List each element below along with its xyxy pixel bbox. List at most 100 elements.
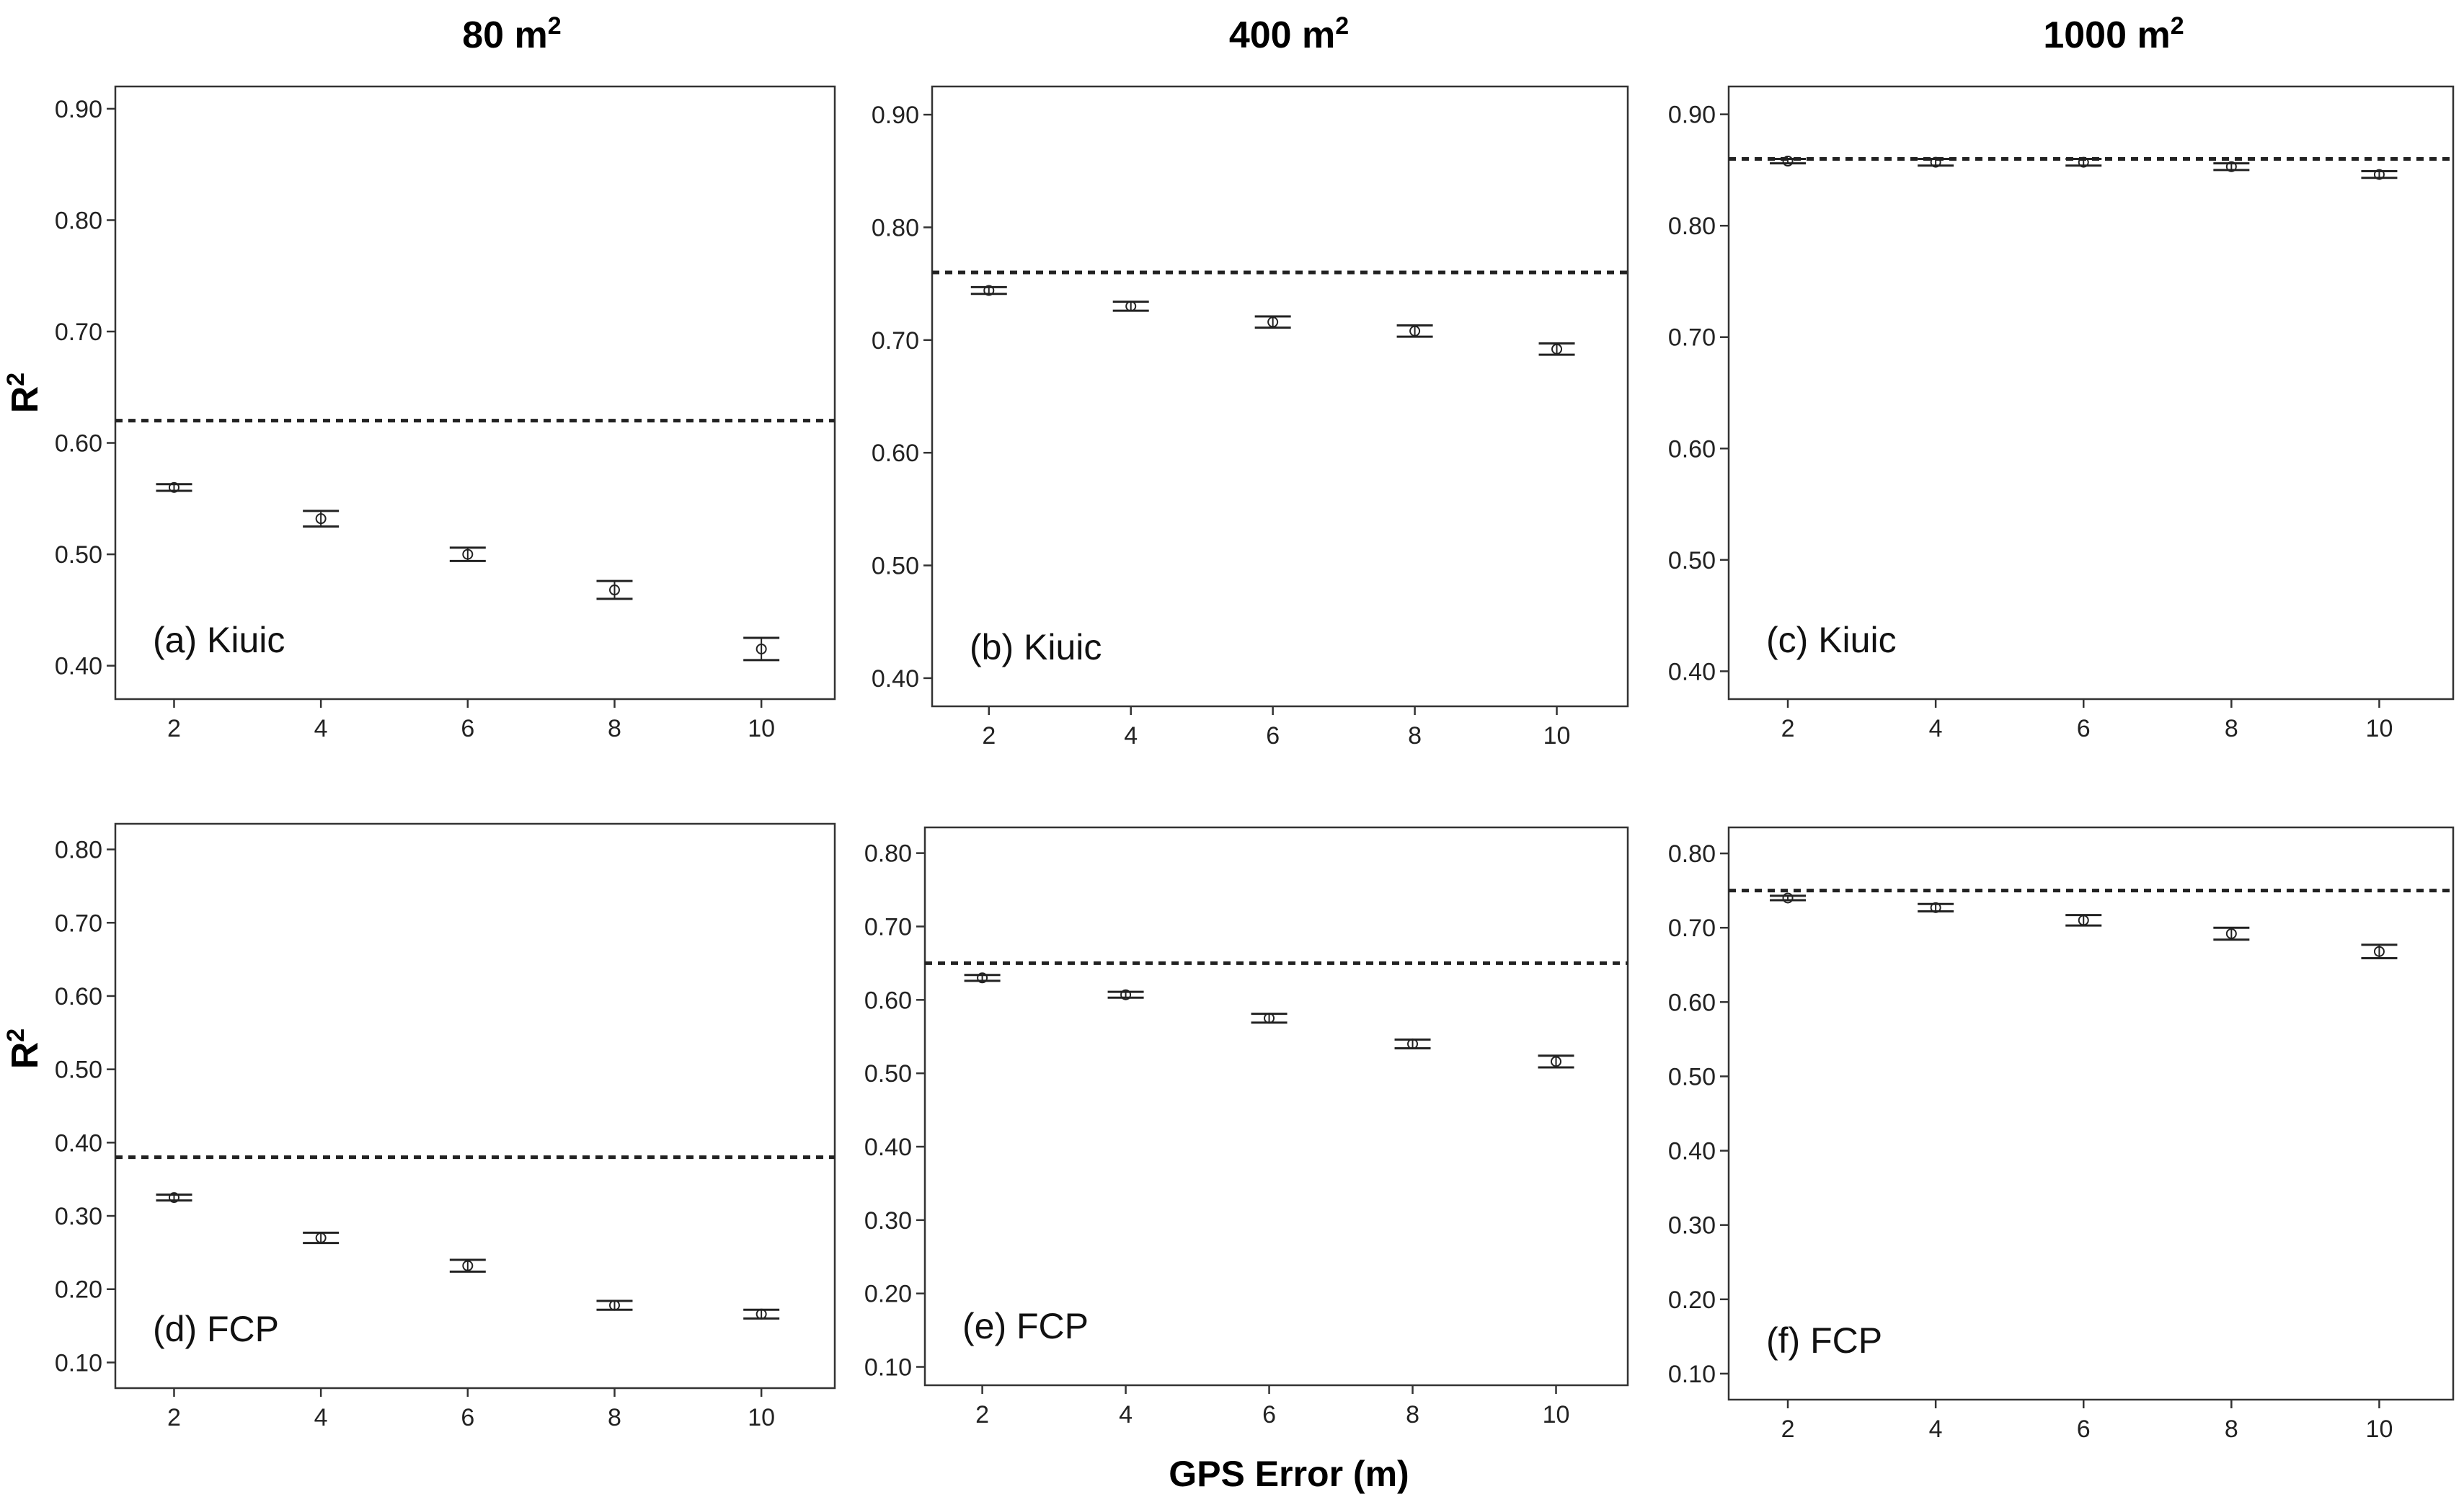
y-tick-label: 0.60 bbox=[55, 983, 102, 1010]
data-point bbox=[983, 285, 995, 296]
plot-frame bbox=[923, 826, 1629, 1387]
y-tick-label: 0.20 bbox=[864, 1281, 912, 1308]
column-title-1000: 1000 m2 bbox=[2043, 12, 2184, 56]
data-point bbox=[1782, 156, 1794, 167]
data-point bbox=[608, 585, 620, 596]
data-point bbox=[1120, 989, 1132, 1000]
y-tick-label: 0.50 bbox=[872, 553, 919, 580]
x-tick-label: 8 bbox=[608, 1404, 621, 1431]
plot-frame bbox=[931, 85, 1629, 708]
y-tick-label: 0.20 bbox=[55, 1276, 102, 1304]
y-tick-label: 0.10 bbox=[55, 1349, 102, 1377]
data-point bbox=[1125, 301, 1137, 312]
x-tick-label: 2 bbox=[1781, 715, 1795, 742]
x-tick-label: 10 bbox=[2366, 1416, 2393, 1443]
y-tick-label: 0.70 bbox=[1668, 915, 1716, 942]
data-point bbox=[1264, 1013, 1275, 1024]
data-point bbox=[755, 1308, 767, 1320]
x-tick-label: 2 bbox=[167, 1404, 181, 1431]
chart-panel-1: 0.40 0.50 0.60 0.70 0.80 0.90 2 4 6 8 10 (a) Kiuic bbox=[55, 85, 836, 742]
x-tick-label: 10 bbox=[2366, 715, 2393, 742]
x-tick-label: 8 bbox=[1408, 722, 1422, 750]
x-tick-label: 2 bbox=[982, 722, 996, 750]
titles: 80 m2 400 m2 1000 m2 R2 R2 GPS Error (m) bbox=[2, 12, 2184, 1494]
x-tick-label: 4 bbox=[1929, 715, 1943, 742]
y-tick-label: 0.90 bbox=[872, 102, 919, 129]
x-tick-label: 8 bbox=[608, 715, 621, 742]
data-point bbox=[977, 972, 988, 984]
panel-label: (b) Kiuic bbox=[970, 627, 1102, 667]
x-tick-label: 10 bbox=[1543, 722, 1571, 750]
panel-label: (c) Kiuic bbox=[1766, 620, 1897, 660]
y-tick-label: 0.30 bbox=[55, 1203, 102, 1230]
data-point bbox=[608, 1299, 620, 1311]
data-point bbox=[1551, 1056, 1562, 1067]
data-point bbox=[2373, 169, 2385, 180]
y-tick-label: 0.50 bbox=[1668, 547, 1716, 574]
y-tick-label: 0.10 bbox=[864, 1354, 912, 1382]
x-tick-label: 4 bbox=[314, 715, 328, 742]
chart-panel-6: 0.10 0.20 0.30 0.40 0.50 0.60 0.70 0.80 2 4 6 8 10 (f… bbox=[1668, 826, 2455, 1443]
y-axis-label-bottom: R2 bbox=[2, 1028, 46, 1069]
x-tick-label: 2 bbox=[167, 715, 181, 742]
column-title-80: 80 m2 bbox=[462, 12, 561, 56]
x-tick-label: 10 bbox=[748, 1404, 775, 1431]
y-tick-label: 0.40 bbox=[864, 1134, 912, 1161]
data-point bbox=[2225, 928, 2237, 939]
x-tick-label: 6 bbox=[461, 715, 474, 742]
y-tick-label: 0.80 bbox=[1668, 840, 1716, 868]
x-tick-label: 2 bbox=[975, 1401, 989, 1428]
y-tick-label: 0.60 bbox=[872, 440, 919, 467]
x-tick-label: 6 bbox=[2077, 715, 2091, 742]
y-tick-label: 0.70 bbox=[864, 913, 912, 941]
x-tick-label: 8 bbox=[2225, 715, 2238, 742]
x-tick-label: 6 bbox=[1262, 1401, 1276, 1428]
y-tick-label: 0.80 bbox=[55, 207, 102, 234]
y-tick-label: 0.60 bbox=[864, 987, 912, 1014]
y-tick-label: 0.50 bbox=[864, 1060, 912, 1088]
y-tick-label: 0.40 bbox=[872, 665, 919, 693]
panel-label: (d) FCP bbox=[153, 1309, 279, 1349]
data-point bbox=[2078, 915, 2089, 926]
plot-frame bbox=[114, 85, 836, 701]
x-tick-label: 4 bbox=[1929, 1416, 1943, 1443]
y-tick-label: 0.80 bbox=[864, 840, 912, 868]
panel-label: (a) Kiuic bbox=[153, 620, 285, 660]
x-tick-label: 8 bbox=[2225, 1416, 2238, 1443]
data-point bbox=[1930, 902, 1941, 913]
data-point bbox=[1409, 325, 1421, 337]
y-tick-label: 0.90 bbox=[1668, 102, 1716, 129]
panels: 0.40 0.50 0.60 0.70 0.80 0.90 2 4 6 8 10 (a) Kiuic 0… bbox=[55, 85, 2455, 1443]
plot-frame bbox=[1727, 85, 2455, 701]
data-point bbox=[315, 513, 327, 525]
data-point bbox=[1267, 316, 1279, 328]
y-axis-label-top: R2 bbox=[2, 373, 46, 413]
data-point bbox=[755, 643, 767, 654]
data-point bbox=[462, 1260, 474, 1271]
data-point bbox=[2078, 156, 2089, 168]
y-tick-label: 0.40 bbox=[1668, 1138, 1716, 1165]
y-tick-label: 0.70 bbox=[1668, 324, 1716, 352]
data-point bbox=[1551, 343, 1563, 355]
y-tick-label: 0.60 bbox=[1668, 989, 1716, 1016]
data-point bbox=[1407, 1038, 1419, 1049]
plot-frame bbox=[1727, 826, 2455, 1401]
x-axis-label: GPS Error (m) bbox=[1169, 1454, 1409, 1494]
data-point bbox=[315, 1232, 327, 1244]
panel-label: (e) FCP bbox=[962, 1306, 1089, 1346]
data-point bbox=[168, 481, 180, 493]
data-point bbox=[1930, 156, 1941, 168]
y-tick-label: 0.80 bbox=[55, 837, 102, 864]
data-point bbox=[168, 1192, 180, 1204]
y-tick-label: 0.50 bbox=[55, 1057, 102, 1084]
data-point bbox=[2225, 161, 2237, 172]
data-point bbox=[462, 548, 474, 560]
chart-panel-3: 0.40 0.50 0.60 0.70 0.80 0.90 2 4 6 8 10 (c) Kiuic bbox=[1668, 85, 2455, 742]
y-tick-label: 0.80 bbox=[1668, 213, 1716, 240]
y-tick-label: 0.40 bbox=[1668, 658, 1716, 685]
chart-panel-5: 0.10 0.20 0.30 0.40 0.50 0.60 0.70 0.80 2 4 6 8 10 (e… bbox=[864, 826, 1629, 1428]
y-tick-label: 0.60 bbox=[55, 430, 102, 458]
y-tick-label: 0.40 bbox=[55, 653, 102, 680]
y-tick-label: 0.60 bbox=[1668, 435, 1716, 463]
